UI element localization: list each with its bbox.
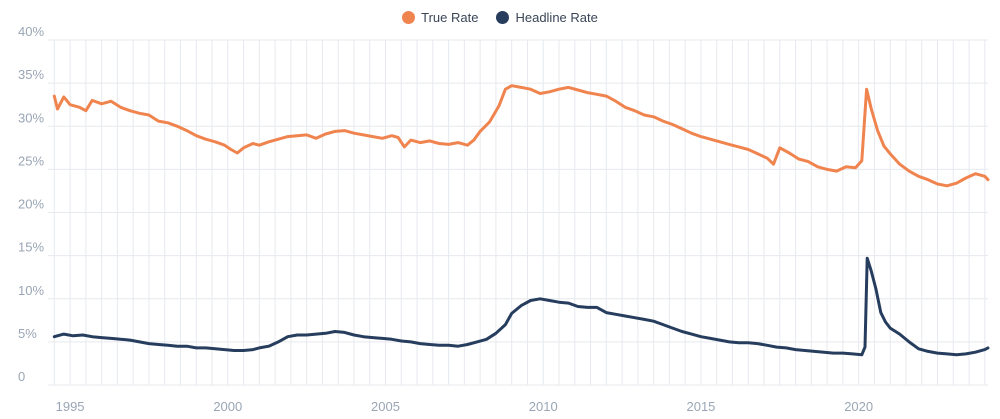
x-axis-ticks: 1995 2000 2005 2010 2015 2020: [56, 399, 874, 414]
legend-label-headline-rate: Headline Rate: [515, 9, 598, 25]
legend-label-true-rate: True Rate: [421, 9, 479, 25]
series-line-headline-rate[interactable]: [52, 256, 990, 357]
x-tick-label: 2020: [844, 399, 873, 414]
y-tick-label: 30%: [18, 110, 44, 125]
y-tick-label: 10%: [18, 283, 44, 298]
legend-item-headline-rate[interactable]: Headline Rate: [496, 9, 598, 25]
x-tick-label: 2005: [371, 399, 400, 414]
x-tick-label: 2015: [686, 399, 715, 414]
y-tick-label: 0: [18, 369, 25, 384]
y-tick-label: 20%: [18, 197, 44, 212]
y-tick-label: 25%: [18, 153, 44, 168]
x-tick-label: 1995: [56, 399, 85, 414]
grid-lines: [48, 39, 988, 386]
y-tick-label: 15%: [18, 240, 44, 255]
true-rate-dot-icon: [402, 10, 416, 24]
y-tick-label: 5%: [18, 326, 37, 341]
x-tick-label: 2000: [213, 399, 242, 414]
y-axis-ticks: 0 5% 10% 15% 20% 25% 30% 35% 40%: [18, 24, 44, 384]
x-tick-label: 2010: [529, 399, 558, 414]
series-lines: [52, 84, 990, 357]
headline-rate-dot-icon: [496, 10, 510, 24]
series-line-true-rate[interactable]: [52, 84, 990, 188]
y-tick-label: 40%: [18, 24, 44, 39]
y-tick-label: 35%: [18, 67, 44, 82]
chart-legend: True Rate Headline Rate: [0, 7, 1000, 27]
legend-item-true-rate[interactable]: True Rate: [402, 10, 478, 25]
